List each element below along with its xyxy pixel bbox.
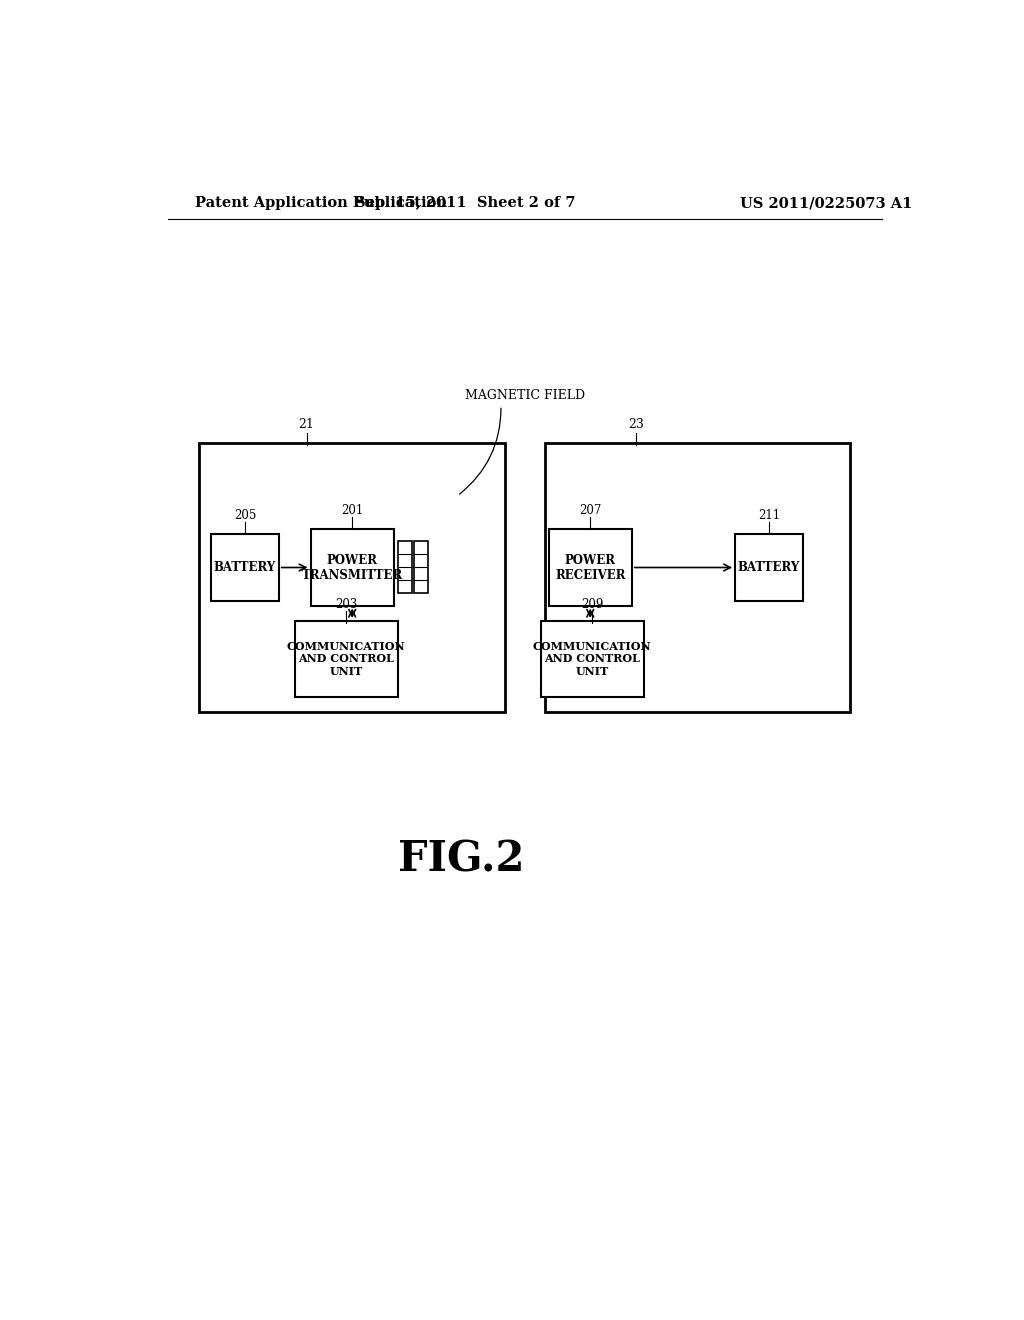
Bar (310, 529, 394, 606)
Text: FIG.2: FIG.2 (398, 838, 524, 880)
Text: Patent Application Publication: Patent Application Publication (196, 197, 447, 210)
Text: 201: 201 (341, 504, 364, 517)
Text: MAGNETIC FIELD: MAGNETIC FIELD (465, 389, 585, 403)
Text: POWER
RECEIVER: POWER RECEIVER (555, 553, 626, 582)
Bar (397, 541, 412, 594)
Text: US 2011/0225073 A1: US 2011/0225073 A1 (740, 197, 912, 210)
Bar (549, 529, 632, 606)
Bar (735, 535, 803, 601)
Bar (545, 444, 850, 713)
Text: COMMUNICATION
AND CONTROL
UNIT: COMMUNICATION AND CONTROL UNIT (532, 640, 651, 677)
Text: 203: 203 (335, 598, 357, 611)
Text: 23: 23 (628, 418, 644, 430)
Text: 211: 211 (758, 510, 780, 523)
Text: 205: 205 (233, 510, 256, 523)
Text: BATTERY: BATTERY (214, 561, 276, 574)
Bar (414, 541, 428, 594)
Text: Sep. 15, 2011  Sheet 2 of 7: Sep. 15, 2011 Sheet 2 of 7 (355, 197, 575, 210)
Text: POWER
TRANSMITTER: POWER TRANSMITTER (301, 553, 402, 582)
Text: 21: 21 (299, 418, 314, 430)
Text: BATTERY: BATTERY (737, 561, 800, 574)
Text: 207: 207 (580, 504, 601, 517)
Bar (295, 620, 397, 697)
FancyArrowPatch shape (460, 408, 501, 494)
Text: 209: 209 (581, 598, 603, 611)
Bar (211, 535, 279, 601)
Bar (200, 444, 505, 713)
Text: COMMUNICATION
AND CONTROL
UNIT: COMMUNICATION AND CONTROL UNIT (287, 640, 406, 677)
Bar (541, 620, 644, 697)
